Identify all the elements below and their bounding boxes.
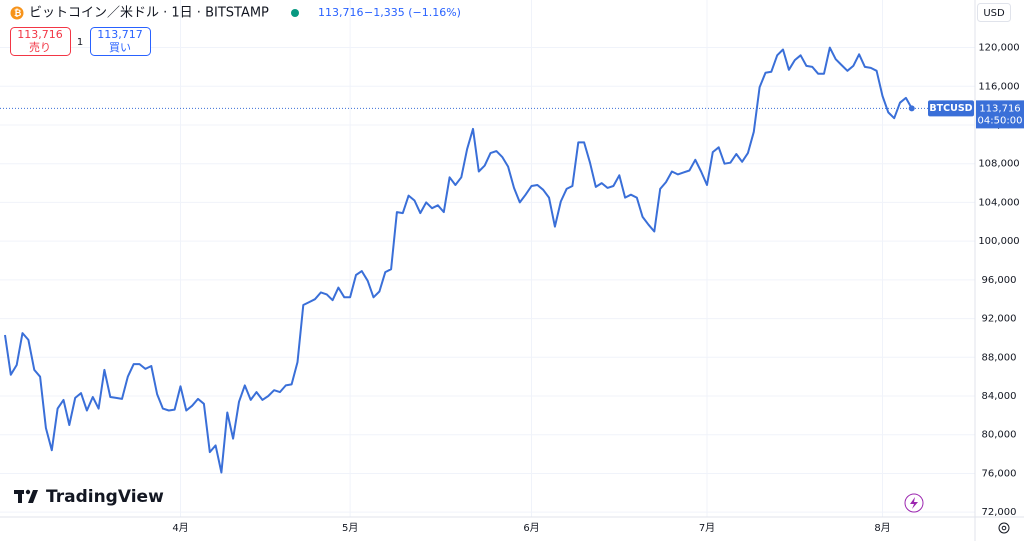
price-tag-value: 113,716	[979, 103, 1020, 114]
market-status[interactable]	[291, 9, 299, 17]
y-tick-label: 100,000	[978, 236, 1019, 247]
brand-name: TradingView	[46, 487, 164, 507]
x-tick-label: 6月	[523, 522, 539, 534]
sell-button[interactable]	[10, 27, 71, 56]
y-tick-label: 92,000	[982, 314, 1017, 325]
x-tick-label: 5月	[342, 522, 358, 534]
buy-label: 買い	[109, 41, 131, 54]
last-price: 113,716	[318, 6, 364, 19]
sell-label: 売り	[29, 41, 51, 54]
price-line	[4, 46, 913, 474]
y-tick-label: 76,000	[982, 468, 1017, 479]
y-tick-label: 72,000	[982, 507, 1017, 518]
y-tick-label: 96,000	[982, 275, 1017, 286]
spread: 1	[77, 37, 83, 48]
y-tick-label: 116,000	[978, 81, 1019, 92]
sell-price: 113,716	[17, 28, 63, 41]
x-tick-label: 4月	[172, 522, 188, 534]
price-change: −1,335 (−1.16%)	[364, 6, 461, 19]
x-tick-label: 8月	[874, 522, 890, 534]
grid	[0, 0, 975, 517]
y-tick-label: 88,000	[982, 352, 1017, 363]
bitcoin-icon	[10, 6, 24, 20]
y-tick-label: 104,000	[978, 197, 1019, 208]
currency-button[interactable]	[977, 3, 1011, 22]
lightning-icon	[910, 497, 918, 509]
y-tick-label: 80,000	[982, 430, 1017, 441]
y-tick-label: 84,000	[982, 391, 1017, 402]
symbol-title: ビットコイン／米ドル · 1日 · BITSTAMP	[29, 6, 269, 21]
y-tick-label: 108,000	[978, 159, 1019, 170]
settings-icon	[1001, 525, 1007, 531]
bitcoin-glyph: ₿	[14, 8, 21, 19]
plot	[0, 46, 975, 474]
buy-price: 113,717	[97, 28, 143, 41]
series-name: BTCUSD	[929, 103, 972, 114]
buy-button[interactable]	[90, 27, 151, 56]
last-point	[908, 105, 915, 112]
currency: USD	[983, 8, 1005, 19]
countdown: 04:50:00	[978, 115, 1023, 126]
price-tag	[976, 100, 1024, 129]
brand-logo	[14, 489, 38, 503]
x-tick-label: 7月	[699, 522, 715, 534]
y-tick-label: 120,000	[978, 43, 1019, 54]
series-tag	[928, 100, 974, 117]
settings-button[interactable]	[998, 522, 1010, 534]
